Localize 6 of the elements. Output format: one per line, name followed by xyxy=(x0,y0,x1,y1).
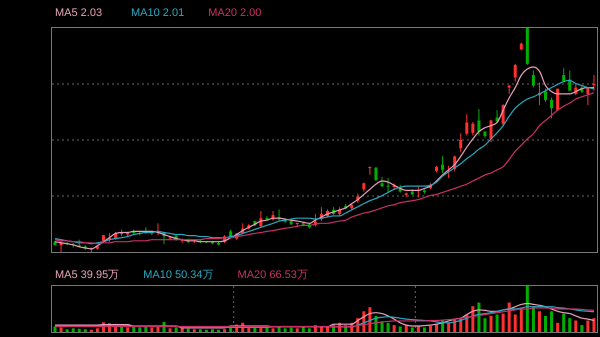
text: MA20 2.00 xyxy=(208,7,262,19)
text: MA5 39.95万 xyxy=(55,268,120,282)
text: MA10 2.01 xyxy=(131,7,184,19)
text: MA5 2.03 xyxy=(55,7,104,19)
text: MA10 50.34万 xyxy=(143,268,214,282)
text: MA20 66.53万 xyxy=(238,268,308,282)
